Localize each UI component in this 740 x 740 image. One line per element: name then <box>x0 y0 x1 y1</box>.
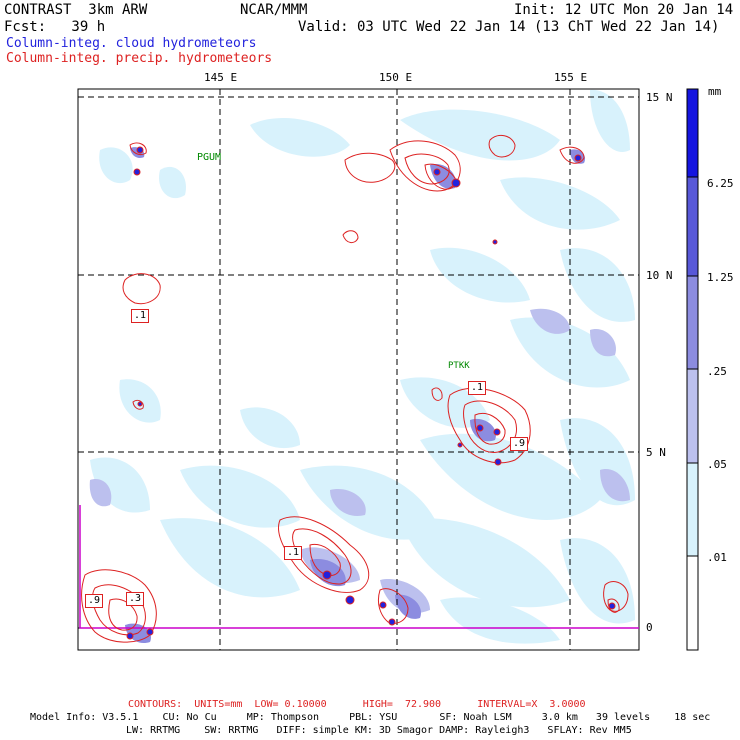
colorbar-level-0-05: .05 <box>707 458 727 471</box>
field-title-cloud: Column-integ. cloud hydrometeors <box>6 36 257 51</box>
nest-boundary <box>79 505 639 629</box>
lon-label-155e: 155 E <box>554 71 588 84</box>
station-ptkk: PTKK <box>448 361 470 371</box>
contour-label: .9 <box>85 594 104 608</box>
field-title-precip: Column-integ. precip. hydrometeors <box>6 51 273 66</box>
contour-info: CONTOURS: UNITS=mm LOW= 0.10000 HIGH= 72… <box>128 699 586 710</box>
contour-label: .1 <box>131 309 150 323</box>
lat-label-0: 0 <box>646 621 653 634</box>
contour-label: .1 <box>284 546 303 560</box>
colorbar-level-0-01: .01 <box>707 551 727 564</box>
colorbar-level-0-25: .25 <box>707 365 727 378</box>
model-info-line2: LW: RRTMG SW: RRTMG DIFF: simple KM: 3D … <box>126 725 632 736</box>
lat-label-5n: 5 N <box>646 446 666 459</box>
model-title: CONTRAST 3km ARW <box>4 2 148 18</box>
contour-label: .3 <box>126 592 145 606</box>
org-label: NCAR/MMM <box>240 2 308 18</box>
cloud-shading-light <box>90 89 635 644</box>
contour-label: .9 <box>510 437 529 451</box>
lat-label-10n: 10 N <box>646 269 673 282</box>
lat-label-15n: 15 N <box>646 91 673 104</box>
precip-cores <box>126 146 616 640</box>
station-pgum: PGUM <box>197 152 222 163</box>
forecast-hour: Fcst: 39 h <box>4 19 106 35</box>
init-time: Init: 12 UTC Mon 20 Jan 14 <box>514 2 734 18</box>
lon-label-150e: 150 E <box>379 71 413 84</box>
colorbar-level-6-25: 6.25 <box>707 177 734 190</box>
lon-label-145e: 145 E <box>204 71 238 84</box>
model-info-line1: Model Info: V3.5.1 CU: No Cu MP: Thompso… <box>30 712 711 723</box>
valid-time: Valid: 03 UTC Wed 22 Jan 14 (13 ChT Wed … <box>298 19 720 35</box>
contour-label: .1 <box>468 381 487 395</box>
colorbar <box>686 88 699 651</box>
colorbar-units: mm <box>708 85 722 98</box>
colorbar-level-1-25: 1.25 <box>707 271 734 284</box>
